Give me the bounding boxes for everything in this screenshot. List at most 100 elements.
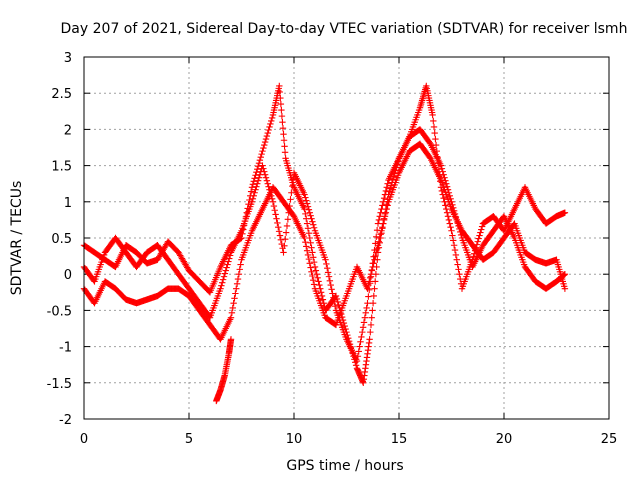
data-point-track-a xyxy=(251,175,258,182)
data-point-track-c xyxy=(304,203,312,210)
data-point-track-c xyxy=(218,282,225,289)
data-point-track-c xyxy=(361,314,369,321)
data-point-track-c xyxy=(444,186,452,193)
data-point-track-a xyxy=(268,114,276,122)
data-point-track-c xyxy=(379,202,386,209)
data-point-track-a xyxy=(431,129,438,137)
data-point-track-c xyxy=(261,168,268,175)
data-point-track-c xyxy=(269,198,277,205)
data-point-track-a xyxy=(302,210,309,218)
y-tick-label: -1 xyxy=(59,341,72,356)
x-tick-label: 0 xyxy=(80,432,88,447)
data-point-track-c xyxy=(249,195,257,202)
data-point-track-b xyxy=(561,285,569,292)
grid xyxy=(84,57,609,419)
data-point-track-c xyxy=(323,260,330,268)
data-point-track-a xyxy=(280,131,287,138)
data-point-track-c xyxy=(457,231,465,239)
data-point-track-c xyxy=(268,195,276,202)
data-point-track-c xyxy=(248,198,256,205)
data-point-track-c xyxy=(252,186,259,193)
y-tick-label: 1 xyxy=(64,196,72,211)
data-point-track-b xyxy=(305,255,313,263)
data-point-track-c xyxy=(325,273,333,280)
data-point-track-c xyxy=(369,260,376,267)
data-point-track-a xyxy=(311,263,319,271)
data-point-track-c xyxy=(375,216,383,224)
data-point-track-c xyxy=(263,177,271,184)
data-point-track-b xyxy=(303,243,310,250)
data-point-track-c xyxy=(443,180,450,187)
data-point-track-a xyxy=(432,135,439,143)
data-point-track-c xyxy=(443,183,451,190)
data-point-track-c xyxy=(224,261,231,268)
x-tick-label: 5 xyxy=(185,432,193,447)
data-point-track-a xyxy=(280,137,288,144)
data-point-track-c xyxy=(438,165,446,172)
data-point-track-a xyxy=(312,267,320,274)
y-tick-label: -0.5 xyxy=(47,304,72,319)
data-point-track-a xyxy=(442,202,449,209)
data-point-track-c xyxy=(270,202,278,210)
data-point-track-c xyxy=(305,206,313,213)
y-tick-label: 2 xyxy=(64,123,72,138)
data-point-track-c xyxy=(326,277,334,285)
y-tick-label: 3 xyxy=(64,51,72,66)
data-point-track-c xyxy=(359,324,367,331)
data-point-track-a xyxy=(315,278,322,285)
data-point-track-c xyxy=(220,273,228,280)
plot-frame xyxy=(83,56,610,420)
data-point-track-c xyxy=(384,180,391,187)
data-points xyxy=(80,82,569,405)
data-point-track-c xyxy=(282,229,290,236)
data-point-track-c xyxy=(366,280,374,287)
data-point-track-b xyxy=(230,299,237,307)
data-point-track-b xyxy=(377,231,384,238)
data-point-track-a xyxy=(475,235,482,242)
data-point-track-c xyxy=(360,319,368,326)
data-point-track-a xyxy=(258,150,265,158)
data-point-track-c xyxy=(221,270,229,277)
data-point-track-b xyxy=(228,309,236,317)
data-point-track-c xyxy=(310,224,318,231)
data-point-track-c xyxy=(373,233,380,240)
data-point-track-b xyxy=(376,234,383,242)
data-point-track-c xyxy=(372,240,379,247)
data-point-track-a xyxy=(304,225,312,232)
data-point-track-a xyxy=(366,336,373,343)
data-point-track-c xyxy=(250,192,257,199)
data-point-track-b xyxy=(378,227,385,234)
data-point-track-c xyxy=(354,353,362,360)
data-point-track-a xyxy=(432,141,440,149)
data-point-track-c xyxy=(254,177,262,184)
data-point-track-c xyxy=(374,220,382,227)
data-point-track-a xyxy=(308,244,315,251)
data-point-track-c xyxy=(353,357,361,365)
data-point-track-c xyxy=(452,213,460,221)
data-point-track-a xyxy=(372,278,379,285)
data-point-track-c xyxy=(331,302,339,310)
data-point-track-c xyxy=(217,285,224,292)
x-tick-label: 20 xyxy=(496,432,513,447)
x-axis-label: GPS time / hours xyxy=(286,458,403,474)
data-point-track-a xyxy=(352,362,360,369)
data-point-track-b xyxy=(379,223,386,231)
data-point-track-c xyxy=(282,236,289,243)
data-point-track-b xyxy=(232,290,239,297)
data-point-track-c xyxy=(358,333,365,341)
data-point-track-a xyxy=(452,251,460,259)
data-point-track-a xyxy=(261,138,269,146)
data-point-track-c xyxy=(328,286,335,293)
data-point-track-c xyxy=(275,223,282,231)
data-point-track-b xyxy=(227,314,235,321)
data-point-track-a xyxy=(453,256,460,263)
data-point-track-a xyxy=(478,223,486,230)
data-point-track-c xyxy=(324,264,331,272)
data-point-track-c xyxy=(286,202,293,210)
data-point-track-a xyxy=(478,226,485,233)
data-point-track-c xyxy=(223,264,230,271)
data-point-track-b xyxy=(306,260,313,267)
data-point-track-a xyxy=(370,292,377,300)
data-point-track-a xyxy=(250,178,257,185)
